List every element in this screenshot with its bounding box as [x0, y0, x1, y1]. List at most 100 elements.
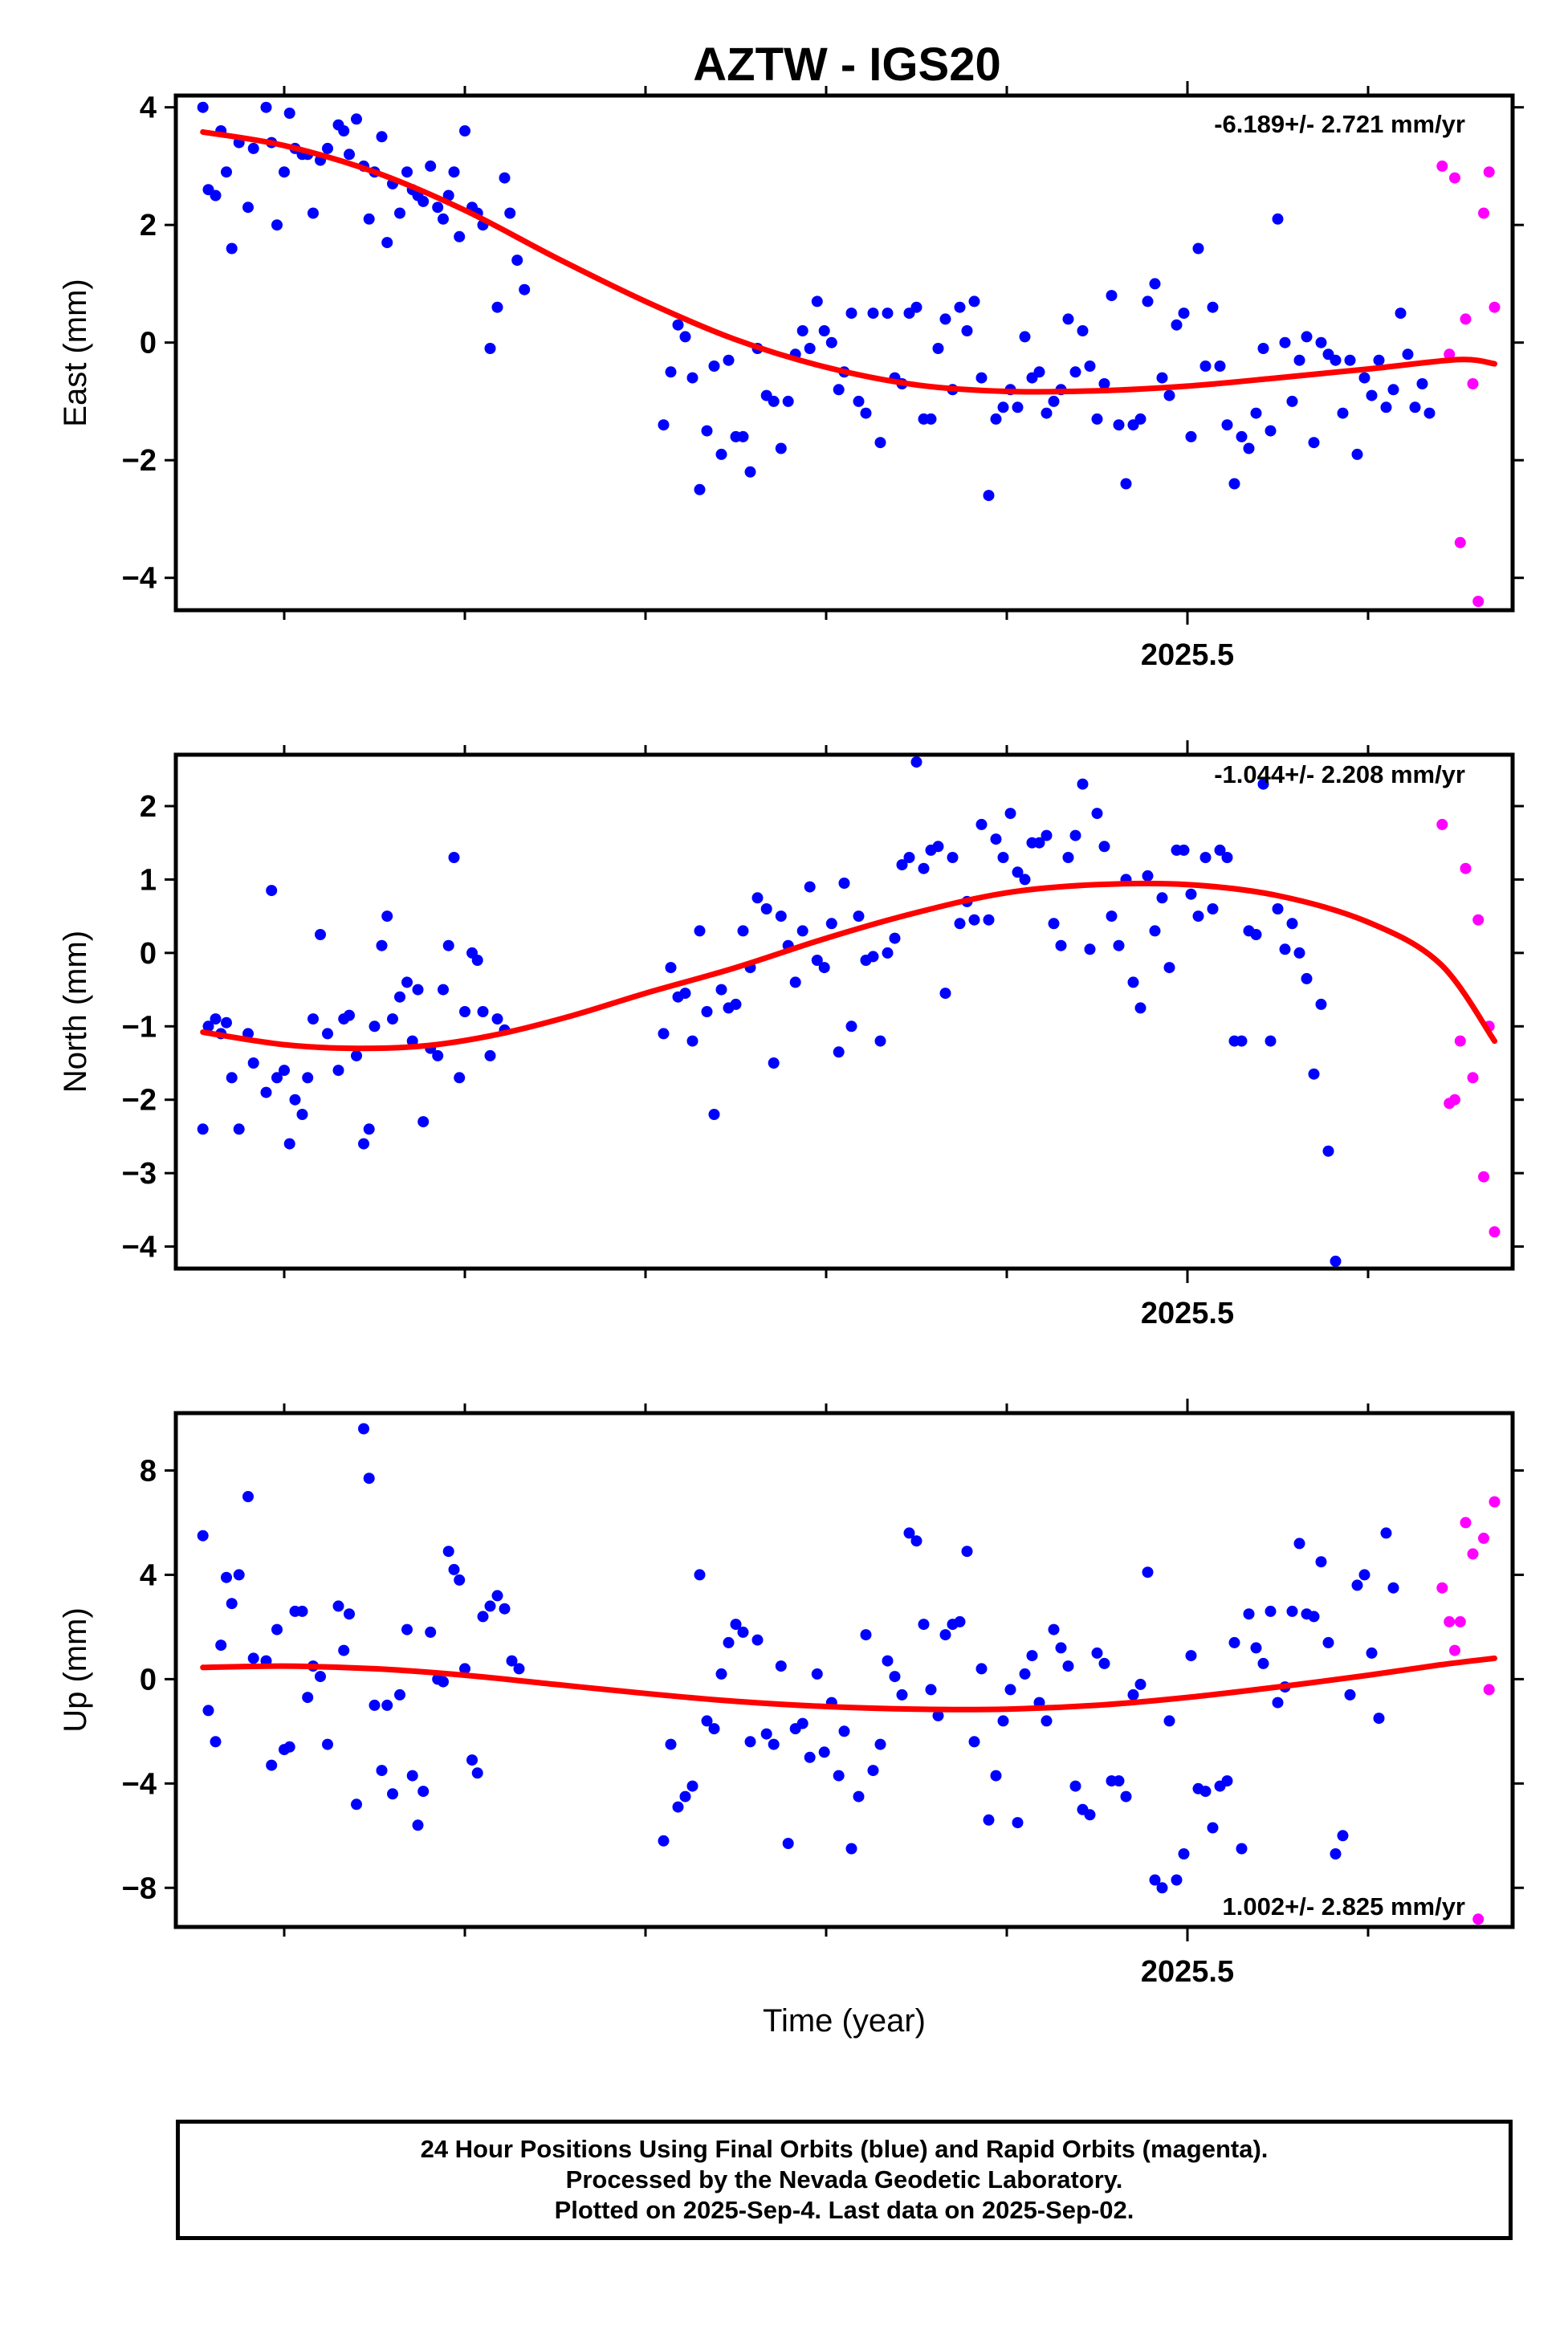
east-final-point — [1243, 442, 1255, 454]
north-final-point — [1041, 829, 1053, 841]
up-fit-line — [200, 1655, 1497, 1713]
east-final-point — [818, 325, 830, 336]
north-final-point — [442, 939, 454, 951]
east-final-point — [425, 160, 437, 172]
footer-caption: 24 Hour Positions Using Final Orbits (bl… — [176, 2120, 1513, 2240]
up-final-point — [322, 1738, 333, 1750]
east-final-point — [672, 319, 684, 331]
east-y-tick-label: 2 — [140, 209, 157, 242]
east-final-point — [432, 202, 444, 214]
east-final-point — [679, 331, 691, 343]
north-final-point — [471, 955, 483, 966]
north-final-point — [882, 947, 894, 959]
east-rapid-point — [1444, 348, 1456, 360]
east-final-point — [853, 395, 865, 407]
up-final-point — [477, 1611, 489, 1623]
north-final-point — [1012, 866, 1024, 878]
up-final-point — [658, 1835, 670, 1847]
up-final-point — [925, 1684, 937, 1696]
north-final-point — [1106, 910, 1118, 923]
up-final-point — [1178, 1848, 1190, 1860]
up-final-point — [975, 1663, 988, 1675]
east-final-point — [1395, 308, 1407, 320]
east-x-tick-label: 2025.5 — [1141, 638, 1234, 672]
north-final-point — [344, 1009, 355, 1021]
east-final-point — [1084, 360, 1096, 372]
north-final-point — [1279, 943, 1291, 955]
up-rapid-point — [1460, 1517, 1472, 1529]
north-final-point — [307, 1013, 319, 1025]
north-y-tick-label: −3 — [122, 1157, 157, 1191]
up-final-point — [315, 1671, 326, 1683]
north-x-tick-label: 2025.5 — [1141, 1297, 1234, 1330]
north-final-point — [477, 1006, 489, 1017]
north-final-point — [825, 918, 837, 930]
up-final-point — [1315, 1556, 1327, 1568]
east-final-point — [1380, 401, 1392, 413]
north-final-point — [751, 892, 764, 904]
north-final-point — [412, 984, 424, 996]
north-final-point — [283, 1138, 295, 1150]
north-final-point — [1098, 841, 1110, 853]
up-final-point — [1272, 1697, 1284, 1709]
north-final-point — [708, 1109, 720, 1120]
up-final-point — [818, 1746, 830, 1758]
north-final-point — [789, 976, 801, 988]
north-y-tick-label: 2 — [140, 790, 157, 824]
east-y-tick-label: −4 — [122, 562, 157, 596]
up-final-point — [1337, 1830, 1349, 1842]
north-final-point — [1265, 1035, 1277, 1047]
up-final-point — [1322, 1636, 1334, 1648]
north-y-tick-label: −1 — [122, 1010, 157, 1044]
east-final-point — [197, 101, 209, 113]
north-final-point — [484, 1049, 496, 1061]
east-final-point — [701, 425, 713, 437]
up-y-axis-title: Up (mm) — [58, 1607, 93, 1733]
north-final-point — [918, 862, 930, 874]
up-final-point — [412, 1819, 424, 1831]
north-final-point — [1293, 947, 1305, 959]
north-rapid-point — [1436, 818, 1448, 830]
up-final-point — [369, 1699, 381, 1711]
north-final-point — [730, 998, 742, 1010]
up-final-point — [708, 1723, 720, 1735]
east-final-point — [925, 413, 937, 425]
north-final-point — [1055, 939, 1067, 951]
up-final-point — [1228, 1636, 1240, 1648]
north-final-point — [796, 925, 808, 937]
up-final-point — [1069, 1780, 1081, 1792]
up-final-point — [1004, 1684, 1016, 1696]
north-final-point — [226, 1072, 238, 1084]
east-rate-label: -6.189+/- 2.721 mm/yr — [1214, 110, 1465, 138]
north-final-point — [1322, 1145, 1334, 1157]
east-final-point — [1409, 401, 1421, 413]
east-final-point — [1272, 213, 1284, 225]
up-final-point — [484, 1600, 496, 1612]
east-final-point — [1358, 372, 1370, 384]
east-final-point — [1178, 308, 1190, 320]
east-final-point — [381, 237, 393, 249]
up-final-point — [782, 1838, 794, 1849]
east-final-point — [1033, 366, 1045, 378]
north-final-point — [454, 1072, 466, 1084]
up-final-point — [1366, 1647, 1378, 1659]
north-final-point — [363, 1123, 375, 1135]
north-final-point — [818, 962, 830, 974]
east-final-point — [484, 343, 496, 354]
east-final-point — [694, 483, 706, 495]
up-final-point — [867, 1765, 879, 1777]
east-final-point — [1330, 354, 1342, 366]
north-final-point — [686, 1035, 698, 1047]
up-final-point — [968, 1736, 980, 1748]
up-final-point — [874, 1738, 886, 1750]
up-final-point — [247, 1652, 259, 1664]
up-final-point — [1207, 1822, 1219, 1834]
north-y-tick-label: 1 — [140, 863, 157, 897]
north-final-point — [896, 859, 908, 871]
east-plot-area — [197, 101, 1501, 607]
east-y-axis-title: East (mm) — [58, 279, 93, 426]
north-final-point — [768, 1057, 780, 1069]
east-final-point — [351, 113, 362, 125]
east-final-point — [1221, 419, 1233, 431]
up-final-point — [513, 1663, 525, 1675]
